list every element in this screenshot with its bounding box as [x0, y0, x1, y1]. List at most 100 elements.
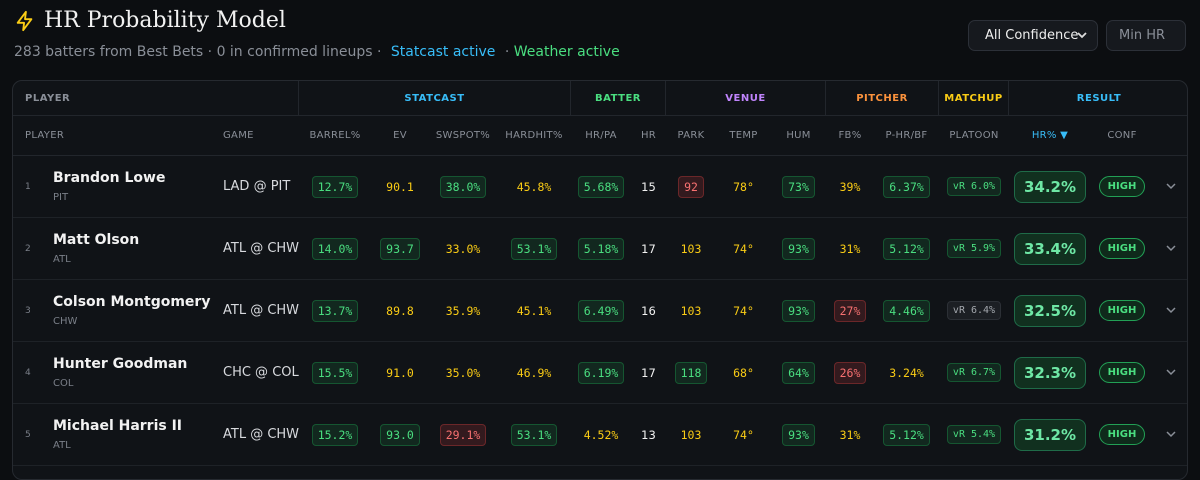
expand-button[interactable] [1153, 280, 1187, 341]
column-header[interactable]: EV [393, 130, 407, 141]
cell: 26% [826, 342, 874, 403]
chevron [1166, 431, 1176, 438]
stat-value: 5.68% [577, 175, 625, 198]
player-info: Hunter Goodman COL [53, 356, 187, 389]
stat-value: vR 6.7% [946, 363, 1002, 382]
stat-value: 103 [680, 303, 702, 318]
table-row: 2 Matt Olson ATL ATL @ CHW 14.0% 93.7 33.0% 53.… [13, 218, 1187, 280]
column-header[interactable]: FB% [838, 130, 862, 141]
column-header-spacer [1153, 116, 1187, 155]
expand-button[interactable] [1153, 218, 1187, 279]
stat-value: 35.0% [445, 365, 481, 380]
table: PLAYER STATCAST BATTER VENUE PITCHER MATCHUP R… [12, 80, 1188, 480]
cell: 93.0 [371, 404, 429, 465]
stat-value: 93.7 [380, 237, 420, 260]
column-header[interactable]: PLATOON [949, 130, 999, 141]
confidence-badge: HIGH [1098, 362, 1146, 383]
player-cell: 3 Colson Montgomery CHW [13, 280, 211, 341]
cell: HIGH [1091, 342, 1153, 403]
stat-value: 68° [733, 365, 754, 380]
stat-value: 16 [641, 303, 656, 318]
game: CHC @ COL [223, 365, 299, 380]
column-header[interactable]: CONF [1107, 130, 1137, 141]
confidence-badge: HIGH [1098, 238, 1146, 259]
cell: 35.9% [429, 280, 497, 341]
player-cell: 1 Brandon Lowe PIT [13, 156, 211, 217]
weather-status: Weather active [513, 44, 620, 60]
cell: 5.12% [874, 218, 939, 279]
player-name: Michael Harris II [53, 418, 183, 434]
hr-probability: 31.2% [1013, 418, 1087, 451]
chevron [1166, 245, 1176, 252]
cell: 38.0% [429, 156, 497, 217]
stat-value: 31% [839, 427, 861, 442]
cell: 31.2% [1009, 404, 1091, 465]
column-header[interactable]: BARREL% [309, 130, 361, 141]
rank: 5 [25, 429, 31, 440]
expand-button[interactable] [1153, 156, 1187, 217]
cell: 13 [631, 404, 666, 465]
stat-value: 4.46% [883, 299, 930, 322]
stat-value: 46.9% [516, 365, 552, 380]
cell: 4.52% [571, 404, 631, 465]
table-row: 5 Michael Harris II ATL ATL @ CHW 15.2% 93.0 2… [13, 404, 1187, 466]
cell: 90.1 [371, 156, 429, 217]
cell: 3.24% [874, 342, 939, 403]
cell: 17 [631, 218, 666, 279]
stat-value: 29.1% [439, 423, 487, 446]
expand-button[interactable] [1153, 404, 1187, 465]
game: ATL @ CHW [223, 427, 300, 442]
subtitle-line: 283 batters from Best Bets · 0 in confir… [14, 44, 620, 60]
stat-value: 6.19% [577, 361, 625, 384]
title: HR Probability Model [44, 8, 286, 33]
cell: 103 [666, 280, 716, 341]
stat-value: 53.1% [510, 237, 558, 260]
stat-value: 31% [839, 241, 861, 256]
cell: 74° [716, 218, 771, 279]
stat-value: 14.0% [311, 237, 359, 260]
input-placeholder: Min HR [1119, 28, 1166, 43]
cell: 45.8% [497, 156, 571, 217]
cell: 68° [716, 342, 771, 403]
player-info: Brandon Lowe PIT [53, 170, 165, 203]
column-header[interactable]: TEMP [729, 130, 758, 141]
cell: 32.5% [1009, 280, 1091, 341]
page: HR Probability Model 283 batters from Be… [12, 8, 1188, 480]
column-header[interactable]: GAME [223, 130, 254, 141]
column-header[interactable]: HUM [786, 130, 811, 141]
chevron [1166, 183, 1176, 190]
stat-value: 27% [833, 299, 867, 322]
header: HR Probability Model [14, 8, 286, 33]
game: LAD @ PIT [223, 179, 291, 194]
player-name: Matt Olson [53, 232, 140, 248]
rank: 4 [25, 367, 31, 378]
column-header[interactable]: HR [640, 130, 657, 141]
player-team: PIT [53, 192, 69, 203]
column-header[interactable]: HR% ▼ [1031, 130, 1069, 141]
cell: 27% [826, 280, 874, 341]
column-header[interactable]: SWSPOT% [435, 130, 491, 141]
game: ATL @ CHW [223, 241, 300, 256]
cell: 53.1% [497, 404, 571, 465]
min-hr-input[interactable]: Min HR [1106, 20, 1186, 51]
player-cell: 2 Matt Olson ATL [13, 218, 211, 279]
column-header[interactable]: PLAYER [25, 130, 65, 141]
player-team: CHW [53, 316, 78, 327]
cell: 15.5% [299, 342, 371, 403]
cell: 92 [666, 156, 716, 217]
cell: 31% [826, 404, 874, 465]
cell: 45.1% [497, 280, 571, 341]
expand-button[interactable] [1153, 342, 1187, 403]
hr-probability: 34.2% [1013, 170, 1087, 203]
column-header[interactable]: HR/PA [585, 130, 617, 141]
stat-value: 103 [680, 427, 702, 442]
stat-value: 13.7% [311, 299, 359, 322]
rank: 3 [25, 305, 31, 316]
column-header[interactable]: PARK [677, 130, 705, 141]
stat-value: vR 5.9% [946, 239, 1002, 258]
chevron [1166, 369, 1176, 376]
confidence-select[interactable]: All Confidence [968, 20, 1098, 51]
column-header[interactable]: P-HR/BF [885, 130, 928, 141]
chevron [1166, 307, 1176, 314]
column-header[interactable]: HARDHIT% [505, 130, 563, 141]
